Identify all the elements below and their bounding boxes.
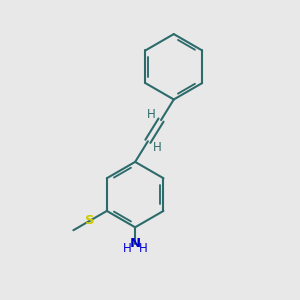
Text: H: H [153, 141, 162, 154]
Text: S: S [85, 214, 95, 227]
Text: H: H [139, 242, 148, 256]
Text: H: H [122, 242, 131, 256]
Text: N: N [130, 237, 141, 250]
Text: H: H [147, 108, 156, 121]
